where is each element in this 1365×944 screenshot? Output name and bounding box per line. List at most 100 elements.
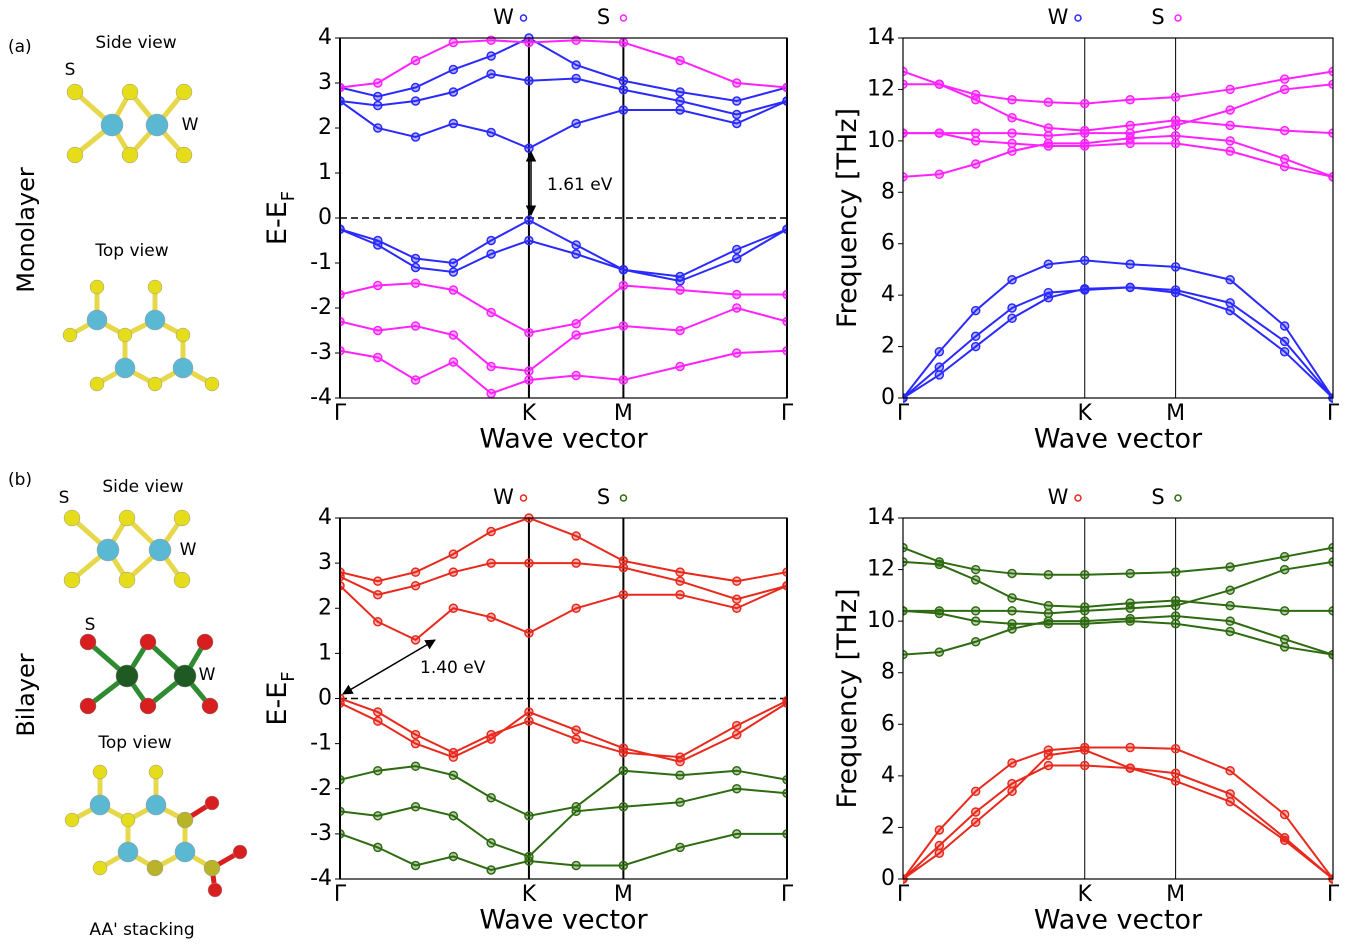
y-tick-label: 6 xyxy=(881,711,895,736)
y-axis-label-main: E-E xyxy=(262,201,293,245)
band-point xyxy=(1225,765,1235,776)
row-label: Monolayer xyxy=(12,167,40,293)
legend-marker xyxy=(1074,14,1082,22)
caption: AA' stacking xyxy=(89,920,194,940)
plot-area xyxy=(903,542,1333,884)
plot-frame xyxy=(339,37,788,399)
band-point xyxy=(1043,97,1054,108)
band-point xyxy=(410,82,421,93)
band-point xyxy=(524,558,534,568)
band-point xyxy=(1279,564,1290,575)
band-point xyxy=(571,531,581,541)
band-point xyxy=(1007,786,1017,797)
band-point xyxy=(448,357,459,367)
band-point xyxy=(571,725,581,735)
x-tick-label: K xyxy=(522,882,537,907)
y-tick-label: 0 xyxy=(881,385,895,410)
band-point xyxy=(970,341,981,352)
band-point xyxy=(1170,567,1181,577)
y-tick-label: 2 xyxy=(318,595,332,620)
band-point xyxy=(448,752,459,762)
band-point xyxy=(1007,606,1017,616)
band-point xyxy=(731,303,742,313)
band-point xyxy=(675,361,685,372)
y-axis-label-subscript: F xyxy=(278,671,299,681)
band-point xyxy=(1279,336,1290,347)
band-point xyxy=(675,96,685,106)
band-point xyxy=(1125,568,1135,579)
band-point xyxy=(524,707,534,717)
band-line xyxy=(903,286,1333,399)
band-line xyxy=(903,83,1333,137)
x-tick-label: Γ xyxy=(334,401,347,426)
atom-label: W xyxy=(182,115,199,135)
band-point xyxy=(524,328,534,338)
band-point xyxy=(1079,760,1090,771)
x-tick-label: M xyxy=(1166,882,1185,907)
atoms xyxy=(64,764,248,898)
band-point xyxy=(1125,742,1135,753)
band-line xyxy=(340,562,787,601)
y-tick-label: 8 xyxy=(881,660,895,685)
band-point xyxy=(524,235,534,246)
plot-frame xyxy=(902,37,1334,399)
band-point xyxy=(1328,606,1333,616)
y-tick-label: -2 xyxy=(310,776,332,801)
band-point xyxy=(571,734,581,744)
band-line xyxy=(340,584,787,642)
band-point xyxy=(731,244,742,255)
band-line xyxy=(340,306,787,373)
band-point xyxy=(1007,112,1017,123)
plot-area xyxy=(903,66,1333,403)
plot-frame xyxy=(339,517,788,880)
band-point xyxy=(486,69,496,79)
band-point xyxy=(1125,138,1135,149)
x-tick-label: Γ xyxy=(1327,401,1340,426)
band-point xyxy=(618,556,629,566)
band-point xyxy=(486,526,496,537)
annotation: 1.61 eV xyxy=(547,175,613,195)
band-point xyxy=(1043,600,1054,611)
legend-label: S xyxy=(597,485,610,509)
monolayer-structure: (a) Side view S W Top view M xyxy=(8,33,220,392)
band-point xyxy=(410,860,421,871)
band-point xyxy=(448,87,459,97)
band-point xyxy=(486,127,496,138)
band-point xyxy=(618,860,629,871)
band-point xyxy=(448,37,459,48)
band-point xyxy=(571,73,581,84)
band-point xyxy=(448,64,459,75)
y-tick-label: 0 xyxy=(318,205,332,230)
band-point xyxy=(373,325,383,336)
band-point xyxy=(1079,569,1090,580)
band-point xyxy=(618,265,629,275)
band-point xyxy=(903,66,908,77)
band-point xyxy=(1125,259,1135,270)
atom-label: W xyxy=(199,665,216,685)
band-point xyxy=(618,743,629,753)
band-point xyxy=(618,280,629,291)
band-point xyxy=(373,78,383,88)
band-point xyxy=(410,567,421,577)
band-point xyxy=(618,562,629,573)
y-tick-label: 14 xyxy=(867,505,895,530)
band-point xyxy=(410,262,421,273)
band-point xyxy=(675,842,685,853)
band-point xyxy=(1279,84,1290,95)
band-point xyxy=(903,79,908,90)
band-point xyxy=(524,716,534,726)
band-point xyxy=(1043,259,1054,270)
x-tick-label: M xyxy=(614,882,633,907)
y-tick-label: 2 xyxy=(881,814,895,839)
band-point xyxy=(1170,92,1181,102)
band-point xyxy=(731,118,742,129)
x-tick-label: Γ xyxy=(897,401,910,426)
bilayer-structure: (b) Side view S W S W Top view xyxy=(8,470,248,940)
band-point xyxy=(1079,141,1090,151)
band-point xyxy=(1225,585,1235,595)
band-point xyxy=(340,580,345,591)
band-point xyxy=(410,738,421,749)
band-point xyxy=(618,76,629,86)
band-point xyxy=(782,346,787,356)
